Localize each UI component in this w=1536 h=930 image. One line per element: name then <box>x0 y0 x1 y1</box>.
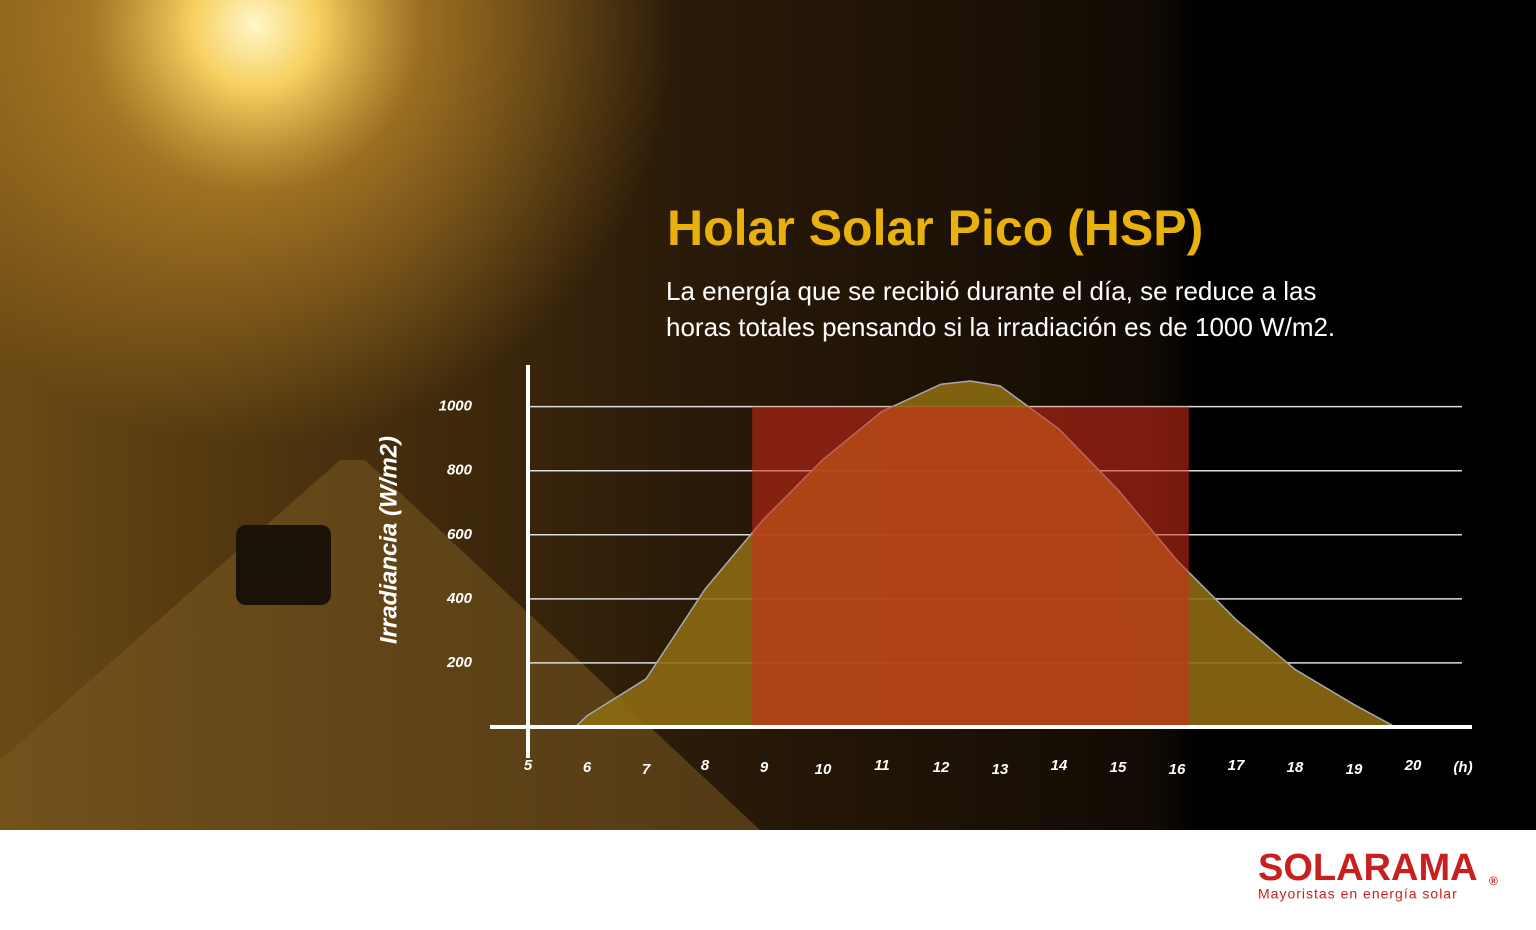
x-tick-label: 5 <box>524 757 533 774</box>
road <box>0 460 760 830</box>
y-tick-label: 1000 <box>439 398 473 415</box>
y-tick-label: 800 <box>447 462 473 479</box>
x-tick-label: 6 <box>583 759 592 776</box>
x-tick-label: 8 <box>701 757 710 774</box>
logo-tagline: Mayoristas en energía solar <box>1258 886 1458 902</box>
area-outline <box>574 380 1396 728</box>
x-tick-label: 15 <box>1110 759 1127 776</box>
y-axis-label: Irradiancia (W/m2) <box>375 436 402 644</box>
x-tick-label: 12 <box>933 759 950 776</box>
x-tick-label: 20 <box>1404 757 1422 774</box>
car <box>236 525 331 605</box>
logo-name: SOLARAMA <box>1258 847 1478 889</box>
x-tick-label: 7 <box>642 761 651 778</box>
x-axis-unit: (h) <box>1453 759 1472 776</box>
plot: 200 400 600 800 1000 5 6 7 8 9 10 11 12 13 14 15 16 17 18 1… <box>439 365 1472 778</box>
x-tick-label: 11 <box>874 757 890 774</box>
y-tick-label: 400 <box>446 590 473 607</box>
x-tick-label: 14 <box>1051 757 1068 774</box>
x-tick-label: 17 <box>1228 757 1245 774</box>
x-tick-label: 19 <box>1346 761 1363 778</box>
subtitle: horas totales pensando si la irradiación… <box>666 312 1335 342</box>
y-tick-label: 200 <box>446 654 473 671</box>
logo-mark: ® <box>1489 874 1498 888</box>
hsp-band <box>752 406 1189 727</box>
x-tick-label: 18 <box>1287 759 1304 776</box>
x-tick-label: 9 <box>760 759 769 776</box>
footer <box>0 830 1536 925</box>
subtitle: La energía que se recibió durante el día… <box>666 276 1316 306</box>
x-tick-label: 16 <box>1169 761 1186 778</box>
x-tick-label: 10 <box>815 761 832 778</box>
x-tick-label: 13 <box>992 761 1009 778</box>
y-tick-label: 600 <box>447 526 473 543</box>
chart-title: Holar Solar Pico (HSP) <box>667 200 1203 256</box>
